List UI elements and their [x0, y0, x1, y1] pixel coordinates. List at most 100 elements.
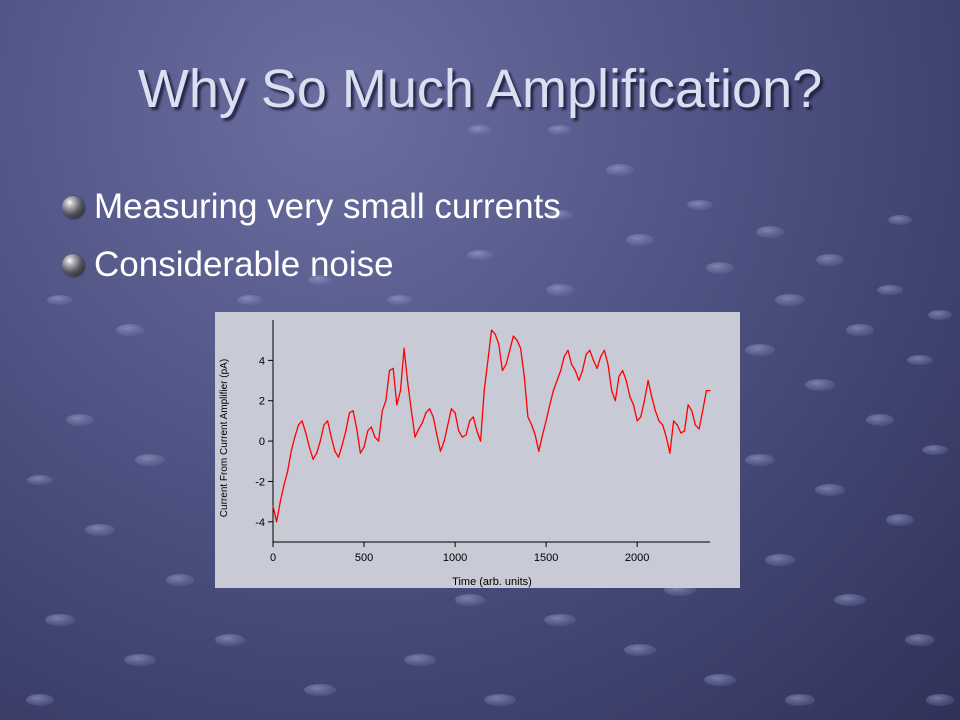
data-point	[385, 400, 387, 402]
background-dot	[135, 454, 165, 466]
background-dot	[544, 614, 576, 626]
data-point	[676, 424, 678, 426]
data-point	[308, 446, 310, 448]
y-axis-label: Current From Current Amplifier (pA)	[219, 359, 230, 517]
background-dot	[548, 125, 572, 135]
data-point	[414, 436, 416, 438]
data-point	[607, 363, 609, 365]
bullet-list: Measuring very small currents Considerab…	[62, 178, 561, 294]
background-dot	[846, 324, 874, 336]
background-dot	[116, 324, 144, 336]
background-dot	[308, 275, 332, 285]
data-point	[381, 410, 383, 412]
series-line	[272, 329, 710, 523]
background-dot	[467, 250, 493, 260]
background-dot	[484, 694, 516, 706]
data-point	[352, 410, 354, 412]
data-point	[560, 369, 562, 372]
data-point	[643, 400, 645, 402]
data-point	[538, 450, 540, 452]
data-point	[614, 400, 616, 402]
background-dot	[905, 634, 935, 646]
data-point	[702, 410, 704, 412]
data-point	[472, 416, 474, 418]
background-dot	[706, 262, 734, 274]
background-dot	[745, 344, 775, 356]
data-point	[403, 347, 405, 349]
data-point	[476, 430, 478, 432]
data-point	[410, 410, 412, 412]
data-point	[694, 424, 696, 426]
data-point	[480, 440, 482, 442]
data-point	[622, 369, 624, 372]
data-point	[279, 501, 281, 503]
data-point	[334, 450, 336, 452]
background-dot	[404, 654, 436, 666]
background-dot	[606, 164, 634, 176]
background-dot	[624, 644, 656, 656]
background-dot	[455, 594, 485, 606]
slide-title: Why So Much Amplification?	[137, 59, 823, 119]
data-point	[636, 420, 638, 422]
x-tick-label: 1000	[443, 552, 467, 564]
data-point	[669, 452, 671, 454]
data-point	[487, 359, 489, 361]
data-point	[509, 349, 511, 351]
data-point	[305, 432, 307, 434]
data-point	[359, 452, 361, 454]
data-point	[337, 456, 340, 458]
background-dot	[765, 554, 795, 566]
data-point	[596, 367, 598, 369]
data-point	[531, 424, 533, 426]
data-point	[469, 420, 471, 422]
background-dot	[66, 414, 94, 426]
background-dot	[304, 684, 336, 696]
data-point	[327, 420, 329, 422]
data-point	[578, 379, 580, 382]
data-point	[505, 363, 507, 365]
data-point	[367, 430, 369, 432]
data-point	[512, 335, 514, 337]
background-dot	[886, 514, 914, 526]
background-dot	[866, 414, 894, 426]
data-point	[297, 424, 300, 426]
data-point	[443, 440, 445, 442]
background-dot	[745, 454, 775, 466]
data-point	[647, 379, 649, 382]
data-point	[556, 379, 558, 382]
background-dot	[47, 295, 73, 305]
data-point	[567, 349, 569, 351]
data-point	[629, 396, 631, 398]
data-point	[436, 434, 438, 436]
background-dot	[922, 445, 948, 455]
data-point	[418, 428, 420, 430]
data-point	[301, 420, 303, 422]
background-dot	[928, 310, 952, 320]
data-point	[323, 424, 325, 426]
data-point	[494, 333, 496, 335]
data-point	[654, 410, 656, 412]
y-tick-label: 2	[259, 396, 265, 408]
background-dot	[387, 295, 413, 305]
data-point	[316, 452, 318, 454]
x-tick-label: 500	[355, 552, 373, 564]
data-point	[447, 424, 449, 426]
background-dot	[687, 200, 713, 210]
data-point	[276, 521, 278, 523]
data-point	[425, 412, 427, 414]
background-dot	[124, 654, 156, 666]
background-dot	[704, 674, 736, 686]
data-point	[312, 458, 314, 460]
data-point	[534, 434, 536, 436]
data-point	[632, 404, 635, 406]
chart-panel: 0 500 1000 1500 2000 -4 -2 0 2 4 Time (arb. units…	[215, 312, 740, 588]
data-point	[356, 428, 358, 430]
data-point	[363, 446, 365, 448]
data-point	[523, 375, 525, 378]
noise-chart: 0 500 1000 1500 2000 -4 -2 0 2 4 Time (arb. units…	[219, 320, 711, 588]
data-point	[651, 396, 653, 398]
data-point	[388, 369, 391, 372]
y-tick-label: 0	[259, 436, 265, 448]
data-point	[687, 404, 689, 406]
data-point	[341, 444, 343, 446]
